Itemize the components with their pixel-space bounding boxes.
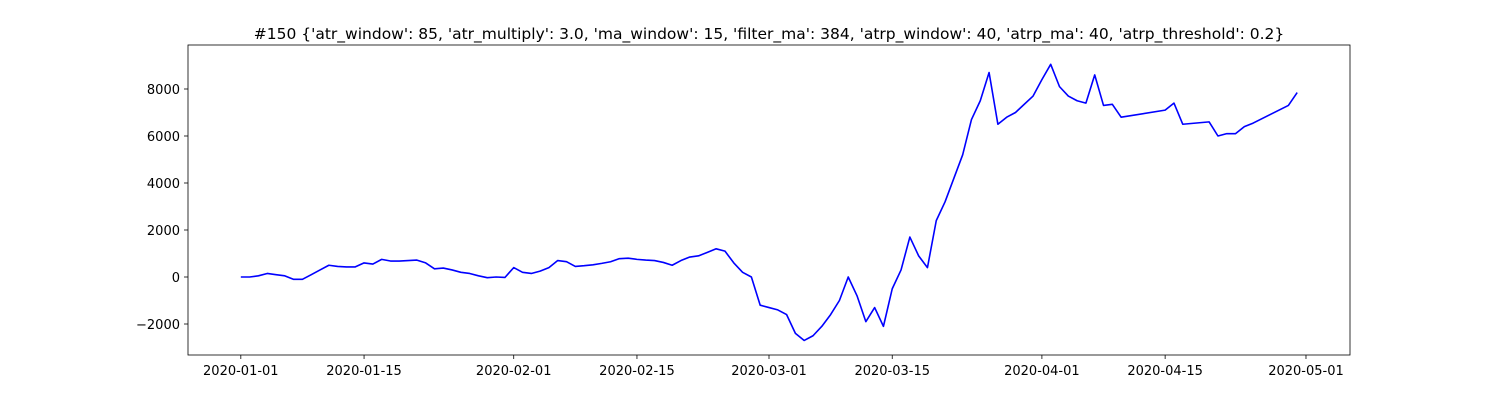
x-tick-label: 2020-02-01 [476,364,552,379]
x-tick-label: 2020-02-15 [599,364,675,379]
y-tick-label: 6000 [147,130,180,145]
x-tick-label: 2020-03-01 [731,364,807,379]
x-tick-label: 2020-04-01 [1004,364,1080,379]
x-tick-label: 2020-04-15 [1127,364,1203,379]
y-tick-label: −2000 [136,318,180,333]
line-series [240,63,1298,342]
y-tick-label: 0 [172,271,180,286]
x-tick-label: 2020-01-01 [203,364,279,379]
x-tick-label: 2020-01-15 [326,364,402,379]
x-tick-label: 2020-05-01 [1268,364,1344,379]
y-tick-label: 4000 [147,177,180,192]
y-tick-label: 8000 [147,83,180,98]
x-tick-label: 2020-03-15 [854,364,930,379]
plot-frame [187,44,1351,356]
chart-title: #150 {'atr_window': 85, 'atr_multiply': … [254,25,1285,44]
y-tick-label: 2000 [147,224,180,239]
